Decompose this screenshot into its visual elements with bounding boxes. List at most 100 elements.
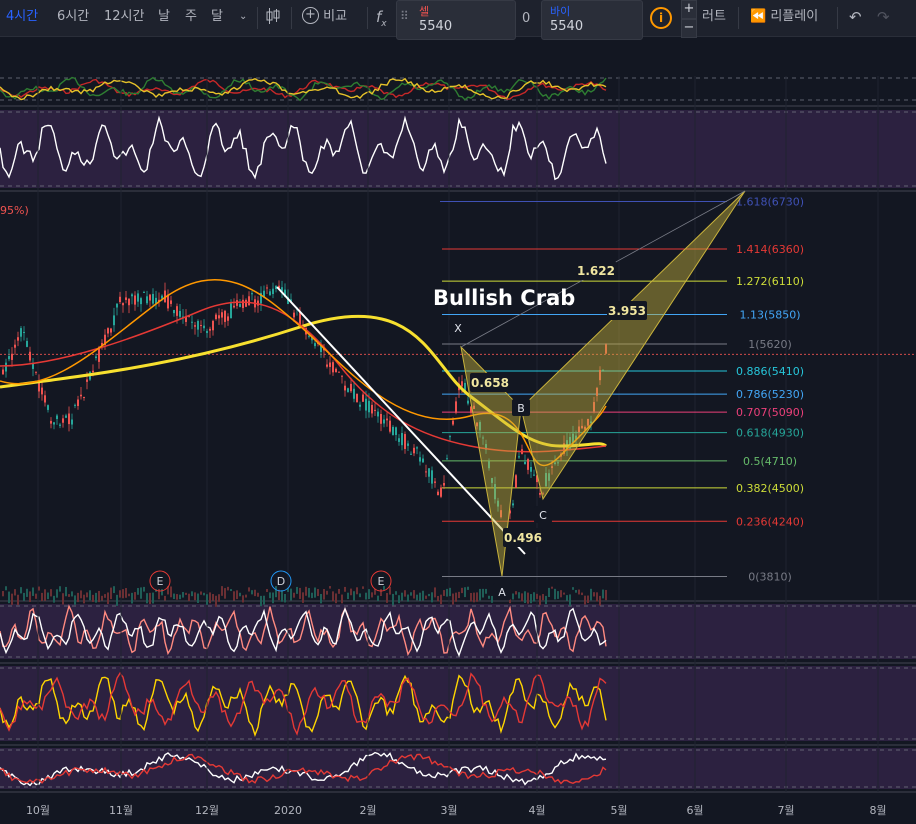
volume-bar <box>431 592 433 603</box>
interval-12h[interactable]: 12시간 <box>104 9 145 24</box>
candle-body <box>209 328 211 331</box>
volume-bar <box>164 595 166 601</box>
ratio-box <box>576 261 616 280</box>
volume-bar <box>533 592 535 602</box>
replay-label: 리플레이 <box>770 9 819 24</box>
volume-bar <box>2 591 4 597</box>
replay-button[interactable]: ⏪ 리플레이 <box>750 0 818 36</box>
volume-bar <box>68 594 70 597</box>
volume-bar <box>569 594 571 606</box>
interval-4h[interactable]: 4시간 <box>6 9 39 24</box>
price-chart[interactable]: 1.618(6730) 1.414(6360) 1.272(6110) 1.13(58… <box>0 36 916 824</box>
candle-body <box>416 447 418 449</box>
fib-level-label: 0.786(5230) <box>736 388 804 401</box>
candle-body <box>488 461 490 469</box>
volume-bar <box>350 588 352 596</box>
volume-bar <box>536 593 538 599</box>
volume-bar <box>587 595 589 604</box>
candles-icon[interactable] <box>266 0 280 35</box>
volume-bar <box>119 590 121 598</box>
volume-bar <box>179 594 181 600</box>
volume-bar <box>338 588 340 594</box>
candle-body <box>281 287 283 292</box>
interval-week[interactable]: 주 <box>185 9 197 24</box>
candle-body <box>101 342 103 346</box>
minus-button[interactable]: − <box>681 19 697 38</box>
candle-body <box>425 471 427 473</box>
volume-bar <box>545 595 547 605</box>
volume-bar <box>101 595 103 601</box>
candle-body <box>104 334 106 346</box>
fib-level-label: 1.618(6730) <box>736 196 804 209</box>
candle-body <box>392 426 394 435</box>
downtrend-line <box>276 286 526 555</box>
candle-body <box>269 291 271 296</box>
redo-icon[interactable]: ↷ <box>877 8 890 26</box>
volume-bar <box>323 589 325 600</box>
volume-bar <box>329 586 331 589</box>
candle-body <box>248 296 250 306</box>
info-icon[interactable]: i <box>650 7 672 29</box>
candle-body <box>224 310 226 322</box>
volume-bar <box>359 593 361 598</box>
volume-bar <box>176 594 178 600</box>
candle-body <box>395 427 397 435</box>
volume-bar <box>458 591 460 599</box>
top-toolbar: 4시간 6시간 12시간 날 주 달 ⌄ + 비교 fx ⠿ 셀 5540 0 … <box>0 0 916 40</box>
candle-body <box>284 289 286 297</box>
undo-icon[interactable]: ↶ <box>849 8 862 26</box>
indicator-pane-bg <box>0 604 916 659</box>
candle-body <box>407 443 409 446</box>
volume-bar <box>428 593 430 597</box>
candle-body <box>152 293 154 304</box>
volume-bar <box>578 589 580 595</box>
interval-month[interactable]: 달 <box>211 9 223 24</box>
interval-6h[interactable]: 6시간 <box>57 9 90 24</box>
candle-body <box>308 335 310 337</box>
candle-body <box>368 400 370 413</box>
candle-body <box>332 362 334 373</box>
volume-bar <box>320 593 322 604</box>
buy-panel[interactable]: 바이 5540 <box>541 0 643 40</box>
drag-handle-icon[interactable]: ⠿ <box>400 9 409 23</box>
plus-button[interactable]: + <box>681 0 697 19</box>
candle-body <box>569 436 571 449</box>
volume-bar <box>362 586 364 589</box>
volume-bar <box>299 587 301 599</box>
candle-body <box>107 328 109 334</box>
indicators-button[interactable]: fx <box>376 8 387 29</box>
volume-bar <box>83 594 85 604</box>
candle-body <box>401 433 403 446</box>
candle-body <box>239 304 241 307</box>
volume-bar <box>290 588 292 601</box>
candle-body <box>35 371 37 373</box>
compare-button[interactable]: + 비교 <box>302 0 347 36</box>
event-marker-label: E <box>378 575 385 588</box>
volume-bar <box>254 589 256 597</box>
volume-bar <box>152 592 154 604</box>
volume-bar <box>539 595 541 606</box>
sell-panel[interactable]: ⠿ 셀 5540 <box>396 0 516 40</box>
candle-body <box>56 415 58 420</box>
volume-bar <box>377 595 379 601</box>
fib-level-label: 1.414(6360) <box>736 243 804 256</box>
volume-bar <box>272 592 274 604</box>
chevron-down-icon[interactable]: ⌄ <box>239 11 248 22</box>
candle-body <box>398 438 400 442</box>
signal-line <box>0 671 607 736</box>
interval-day[interactable]: 날 <box>158 9 170 24</box>
candle-body <box>371 404 373 414</box>
candle-body <box>437 491 439 496</box>
candle-body <box>434 481 436 483</box>
volume-bar <box>17 594 19 606</box>
volume-bar <box>95 592 97 603</box>
volume-bar <box>200 591 202 595</box>
candle-body <box>602 369 604 371</box>
volume-bar <box>98 590 100 603</box>
candle-body <box>95 356 97 359</box>
candle-body <box>125 297 127 300</box>
alert-button[interactable]: 러트 <box>702 9 726 24</box>
volume-bar <box>557 591 559 599</box>
stoch-rsi-k <box>0 751 607 787</box>
volume-bar <box>266 589 268 592</box>
